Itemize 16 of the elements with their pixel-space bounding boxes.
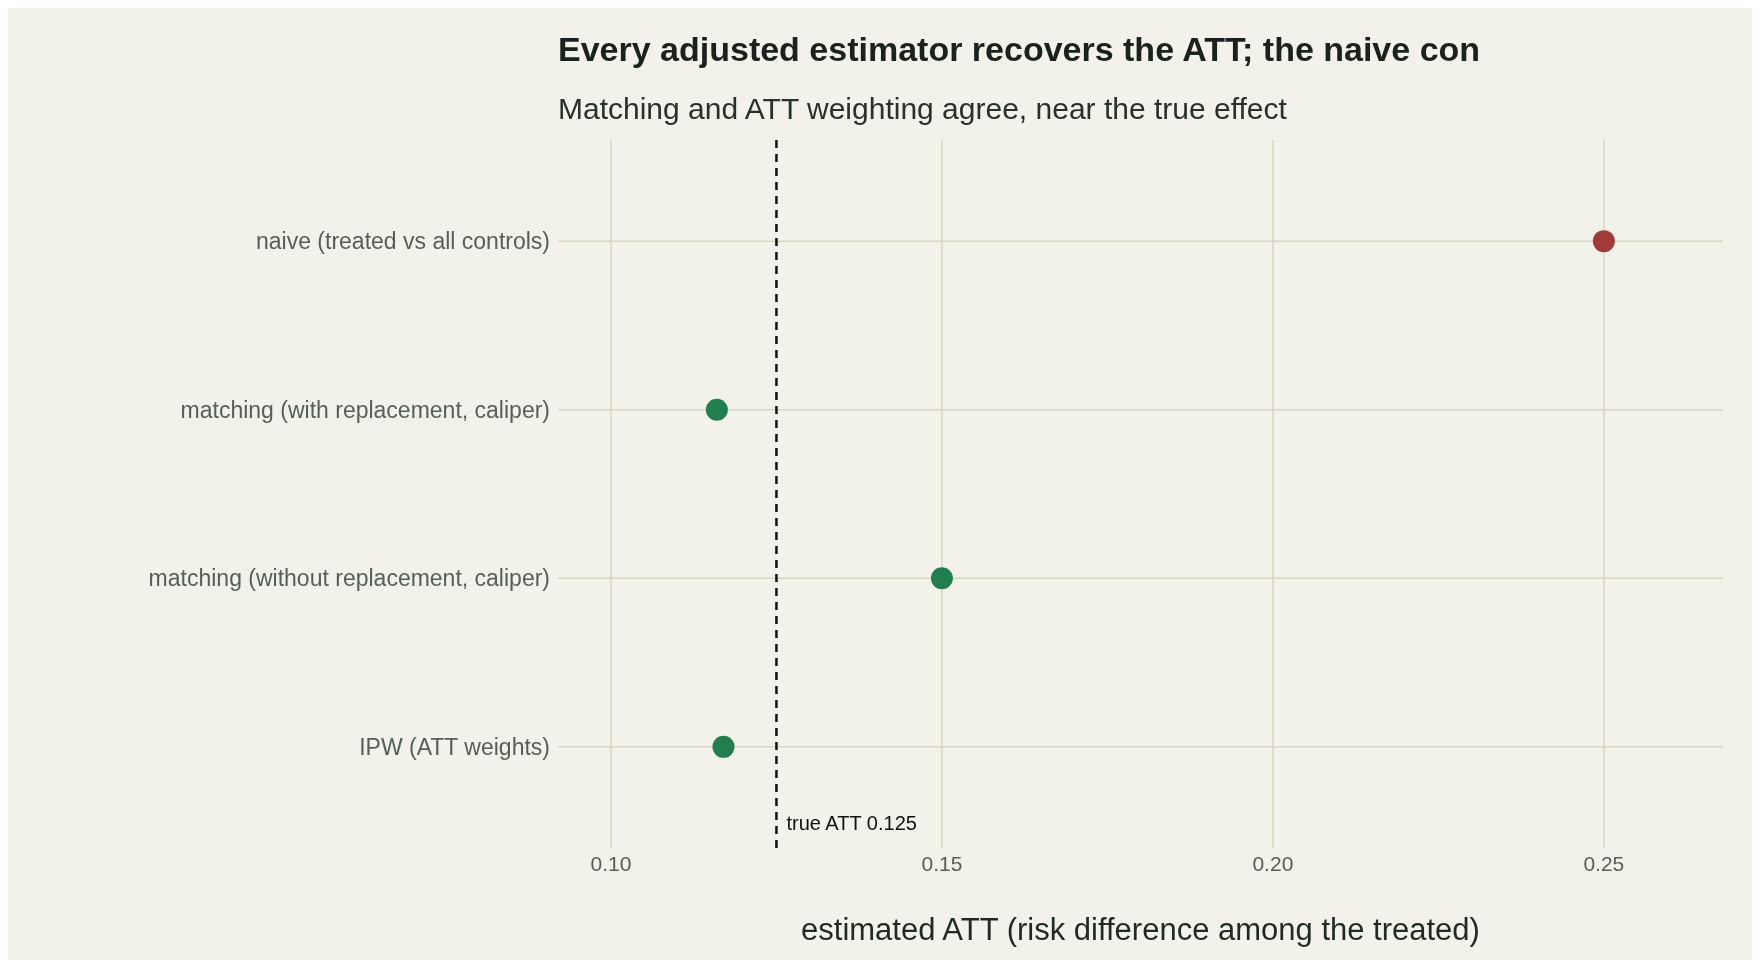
x-axis-title: estimated ATT (risk difference among the treated) [801, 912, 1480, 947]
ref-line-label: true ATT 0.125 [786, 812, 917, 834]
y-tick-label: naive (treated vs all controls) [255, 228, 550, 255]
point [930, 567, 953, 590]
x-tick-label: 0.25 [1583, 851, 1625, 875]
point [1592, 230, 1615, 253]
x-tick-label: 0.20 [1252, 851, 1294, 875]
x-tick-label: 0.10 [590, 851, 632, 875]
x-tick-label: 0.15 [921, 851, 963, 875]
y-tick-label: matching (without replacement, caliper) [148, 565, 550, 592]
chart-title: Every adjusted estimator recovers the ATT; the naive con [558, 30, 1481, 69]
point [712, 735, 735, 758]
y-tick-label: matching (with replacement, caliper) [180, 396, 550, 423]
chart-subtitle: Matching and ATT weighting agree, near the true effect [558, 92, 1287, 126]
y-tick-label: IPW (ATT weights) [359, 734, 550, 761]
point [705, 398, 728, 421]
